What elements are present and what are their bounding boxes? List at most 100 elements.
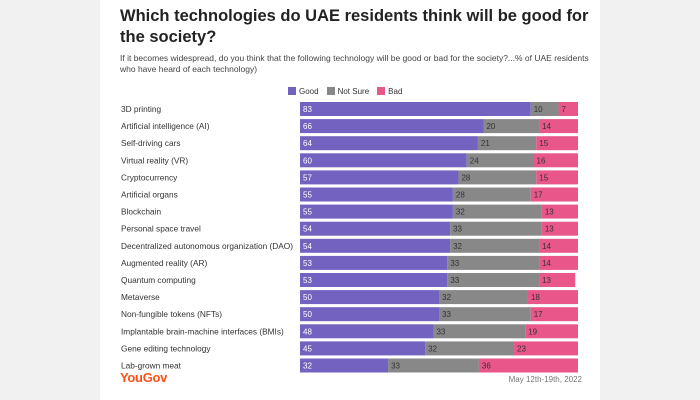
- category-label-non-fungible-tokens-nfts: Non-fungible tokens (NFTs): [121, 309, 222, 319]
- bar-bad-quantum-computing: [539, 273, 576, 287]
- value-label-not-sure-lab-grown-meat: 33: [391, 362, 400, 371]
- value-label-not-sure-gene-editing-technology: 32: [428, 344, 437, 353]
- value-label-good-blockchain: 55: [303, 208, 312, 217]
- chart-legend: Good Not Sure Bad: [288, 85, 410, 97]
- chart-plot: 3D printing 83 10 7 Artificial intelligence …: [121, 102, 578, 373]
- category-label-self-driving-cars: Self-driving cars: [121, 138, 180, 148]
- value-label-good-cryptocurrency: 57: [303, 173, 312, 182]
- value-label-bad-3d-printing: 7: [562, 105, 567, 114]
- category-label-metaverse: Metaverse: [121, 292, 160, 302]
- value-label-good-personal-space-travel: 54: [303, 225, 312, 234]
- value-label-bad-decentralized-autonomous-organization-dao: 14: [542, 242, 551, 251]
- legend-label-bad: Bad: [388, 86, 403, 96]
- category-label-virtual-reality-vr: Virtual reality (VR): [121, 155, 188, 165]
- value-label-not-sure-personal-space-travel: 33: [453, 225, 462, 234]
- value-label-good-lab-grown-meat: 32: [303, 362, 312, 371]
- category-label-decentralized-autonomous-organization-dao: Decentralized autonomous organization (D…: [121, 241, 293, 251]
- value-label-not-sure-implantable-brain-machine-interfaces-bmis: 33: [436, 327, 445, 336]
- value-label-bad-metaverse: 18: [531, 293, 540, 302]
- bar-good-gene-editing-technology: [300, 341, 426, 356]
- legend-swatch-good: [288, 87, 296, 95]
- chart-subtitle: If it becomes widespread, do you think t…: [120, 53, 589, 74]
- value-label-not-sure-virtual-reality-vr: 24: [470, 156, 479, 165]
- value-label-good-virtual-reality-vr: 60: [303, 156, 312, 165]
- bar-good-3d-printing: [300, 102, 531, 116]
- bar-not-sure-non-fungible-tokens-nfts: [439, 307, 531, 322]
- bar-good-virtual-reality-vr: [300, 153, 467, 168]
- value-label-good-artificial-intelligence-ai: 66: [303, 122, 312, 131]
- bar-bad-blockchain: [541, 204, 578, 219]
- bar-not-sure-artificial-organs: [452, 187, 531, 202]
- bar-bad-virtual-reality-vr: [533, 153, 578, 168]
- value-label-good-self-driving-cars: 64: [303, 139, 312, 148]
- value-label-bad-implantable-brain-machine-interfaces-bmis: 19: [528, 327, 537, 336]
- bar-not-sure-personal-space-travel: [450, 221, 542, 236]
- bar-good-implantable-brain-machine-interfaces-bmis: [300, 324, 434, 339]
- bar-not-sure-3d-printing: [530, 102, 559, 116]
- bar-not-sure-virtual-reality-vr: [466, 153, 534, 168]
- value-label-not-sure-self-driving-cars: 21: [481, 139, 490, 148]
- category-label-implantable-brain-machine-interfaces-bmis: Implantable brain-machine interfaces (BM…: [121, 326, 284, 336]
- value-label-not-sure-artificial-organs: 28: [456, 191, 465, 200]
- value-label-not-sure-decentralized-autonomous-organization-dao: 32: [453, 242, 462, 251]
- value-label-not-sure-metaverse: 32: [442, 293, 451, 302]
- value-label-not-sure-augmented-reality-ar: 33: [450, 259, 459, 268]
- value-label-bad-gene-editing-technology: 23: [517, 344, 526, 353]
- chart-title: Which technologies do UAE residents thin…: [120, 7, 589, 46]
- bar-good-personal-space-travel: [300, 221, 451, 236]
- bar-bad-cryptocurrency: [536, 170, 578, 185]
- bar-not-sure-metaverse: [439, 290, 528, 305]
- value-label-bad-artificial-organs: 17: [534, 191, 543, 200]
- bar-good-augmented-reality-ar: [300, 255, 448, 270]
- bar-bad-artificial-organs: [530, 187, 578, 202]
- bar-bad-decentralized-autonomous-organization-dao: [539, 238, 578, 253]
- legend-item-not-sure: Not Sure: [326, 86, 370, 96]
- bar-not-sure-gene-editing-technology: [425, 341, 515, 356]
- bar-good-artificial-organs: [300, 187, 453, 202]
- bar-bad-artificial-intelligence-ai: [539, 119, 578, 134]
- bar-good-decentralized-autonomous-organization-dao: [300, 238, 451, 253]
- value-label-not-sure-quantum-computing: 33: [450, 276, 459, 285]
- bar-good-non-fungible-tokens-nfts: [300, 307, 439, 322]
- bar-good-lab-grown-meat: [300, 358, 389, 373]
- category-label-gene-editing-technology: Gene editing technology: [121, 343, 211, 353]
- value-label-not-sure-blockchain: 32: [456, 208, 465, 217]
- value-label-good-implantable-brain-machine-interfaces-bmis: 48: [303, 327, 312, 336]
- legend-swatch-not-sure: [326, 87, 335, 95]
- value-label-good-decentralized-autonomous-organization-dao: 54: [303, 242, 312, 251]
- bar-not-sure-self-driving-cars: [477, 136, 537, 151]
- bar-bad-non-fungible-tokens-nfts: [530, 307, 578, 322]
- value-label-bad-self-driving-cars: 15: [539, 139, 548, 148]
- legend-item-bad: Bad: [377, 87, 402, 96]
- value-label-not-sure-non-fungible-tokens-nfts: 33: [442, 310, 451, 319]
- category-label-artificial-intelligence-ai: Artificial intelligence (AI): [121, 121, 210, 131]
- bar-not-sure-lab-grown-meat: [388, 358, 479, 373]
- bar-not-sure-blockchain: [452, 204, 542, 219]
- value-label-bad-virtual-reality-vr: 16: [537, 156, 546, 165]
- bar-bad-gene-editing-technology: [514, 341, 578, 356]
- legend-label-not-sure: Not Sure: [337, 86, 370, 96]
- bar-bad-metaverse: [527, 290, 578, 305]
- legend-item-good: Good: [288, 87, 319, 96]
- category-label-augmented-reality-ar: Augmented reality (AR): [121, 258, 207, 268]
- yougov-logo: YouGov: [120, 370, 168, 385]
- bar-not-sure-artificial-intelligence-ai: [483, 119, 540, 134]
- value-label-good-metaverse: 50: [303, 293, 312, 302]
- category-label-3d-printing: 3D printing: [121, 104, 162, 114]
- category-label-lab-grown-meat: Lab-grown meat: [121, 361, 182, 371]
- bar-not-sure-quantum-computing: [447, 273, 540, 287]
- bar-good-artificial-intelligence-ai: [300, 119, 484, 134]
- legend-swatch-bad: [377, 87, 386, 95]
- bar-bad-implantable-brain-machine-interfaces-bmis: [525, 324, 578, 339]
- bar-bad-lab-grown-meat: [478, 358, 578, 373]
- bar-bad-personal-space-travel: [541, 221, 578, 236]
- value-label-bad-personal-space-travel: 13: [545, 225, 554, 234]
- value-label-bad-non-fungible-tokens-nfts: 17: [534, 310, 543, 319]
- bar-bad-3d-printing: [558, 102, 578, 116]
- category-label-blockchain: Blockchain: [121, 207, 162, 217]
- value-label-bad-blockchain: 13: [545, 208, 554, 217]
- bar-good-blockchain: [300, 204, 453, 219]
- fieldwork-date: May 12th-19th, 2022: [508, 375, 582, 384]
- bar-good-self-driving-cars: [300, 136, 478, 151]
- bar-bad-self-driving-cars: [536, 136, 578, 151]
